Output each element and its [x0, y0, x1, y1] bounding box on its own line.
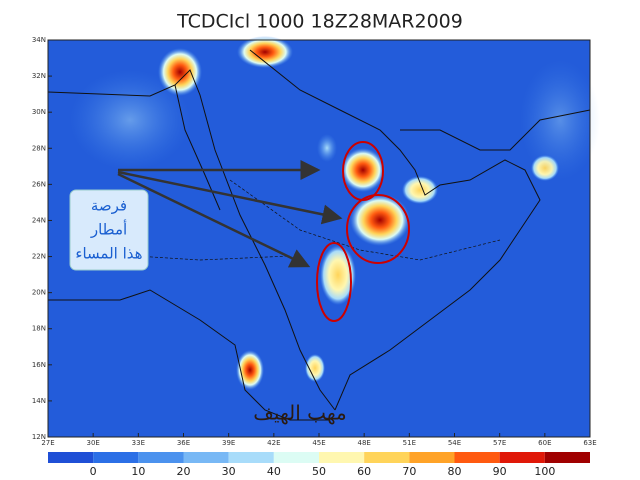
watermark: مهب الهيف [253, 401, 347, 425]
map [47, 36, 600, 437]
colorbar-label: 60 [357, 465, 371, 478]
color-box [48, 452, 94, 463]
lon-label: 51E [403, 439, 416, 447]
note-line: أمطار [90, 220, 127, 239]
color-box [409, 452, 455, 463]
color-box [364, 452, 410, 463]
color-box [319, 452, 365, 463]
lon-label: 45E [312, 439, 325, 447]
colorbar-label: 80 [448, 465, 462, 478]
title: TCDCIcl 1000 18Z28MAR2009 [176, 11, 463, 33]
highlight-circles [316, 141, 410, 322]
lon-label: 36E [177, 439, 190, 447]
color-box [93, 452, 139, 463]
colorbar-label: 70 [402, 465, 416, 478]
colorbar-label: 50 [312, 465, 326, 478]
color-box [454, 452, 500, 463]
note-line: فرصة [91, 197, 127, 215]
color-box [228, 452, 274, 463]
lat-label: 20N [32, 289, 46, 297]
lat-label: 24N [32, 216, 46, 224]
lat-label: 18N [32, 325, 46, 333]
lat-label: 28N [32, 144, 46, 152]
lon-label: 33E [132, 439, 145, 447]
lat-label: 16N [32, 361, 46, 369]
lon-label: 27E [41, 439, 54, 447]
note: فرصة أمطار هذا المساء [75, 197, 142, 263]
lon-label: 42E [267, 439, 280, 447]
annotations [117, 160, 343, 268]
lon-label: 48E [357, 439, 370, 447]
colorbar-label: 0 [90, 465, 97, 478]
colorbar-label: 90 [493, 465, 507, 478]
lat-label: 34N [32, 36, 46, 44]
color-box [138, 452, 184, 463]
color-box [273, 452, 319, 463]
lat-label: 12N [32, 433, 46, 441]
lon-label: 39E [222, 439, 235, 447]
lon-label: 63E [583, 439, 596, 447]
color-box [544, 452, 590, 463]
lat-label: 30N [32, 108, 46, 116]
lat-label: 26N [32, 180, 46, 188]
lat-label: 22N [32, 253, 46, 261]
lat-label: 14N [32, 397, 46, 405]
colorbar-label: 100 [534, 465, 555, 478]
colorbar-label: 20 [177, 465, 191, 478]
colorbar: 0 10 20 30 40 50 60 70 80 90 100 [48, 452, 590, 478]
colorbar-label: 40 [267, 465, 281, 478]
note-box [69, 189, 149, 271]
colorbar-label: 10 [131, 465, 145, 478]
note-line: هذا المساء [75, 245, 142, 263]
lon-label: 30E [86, 439, 99, 447]
color-box [499, 452, 545, 463]
colorbar-label: 30 [222, 465, 236, 478]
lat-label: 32N [32, 72, 46, 80]
lon-label: 57E [493, 439, 506, 447]
lon-label: 54E [448, 439, 461, 447]
lon-label: 60E [538, 439, 551, 447]
color-box [183, 452, 229, 463]
